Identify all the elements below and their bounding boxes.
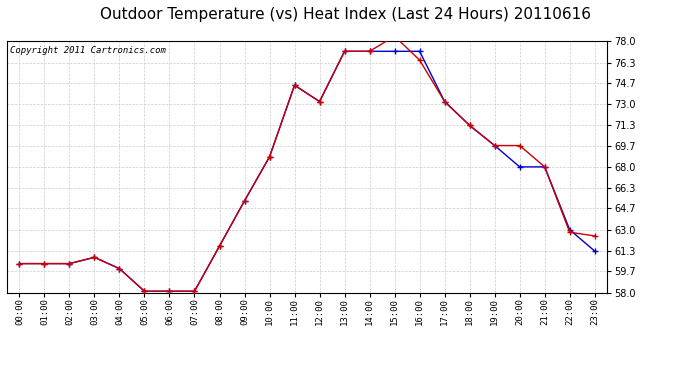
Text: Copyright 2011 Cartronics.com: Copyright 2011 Cartronics.com xyxy=(10,46,166,55)
Text: Outdoor Temperature (vs) Heat Index (Last 24 Hours) 20110616: Outdoor Temperature (vs) Heat Index (Las… xyxy=(99,8,591,22)
